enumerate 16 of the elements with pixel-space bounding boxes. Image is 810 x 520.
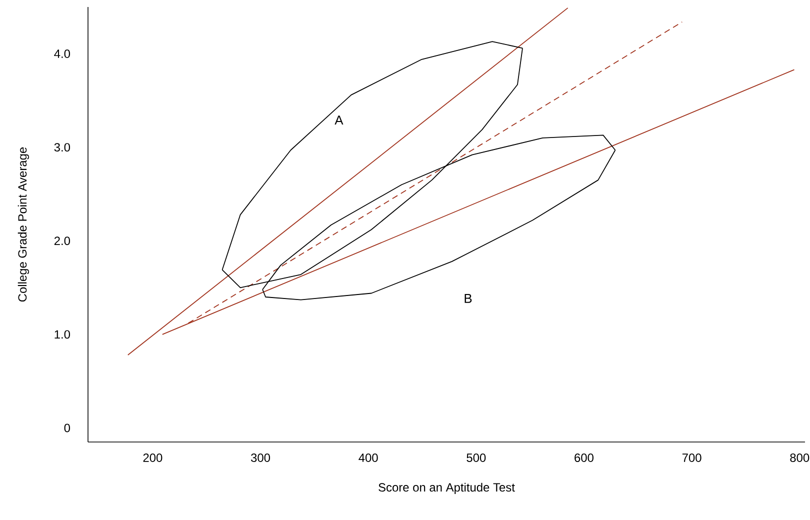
x-tick-label: 600 (574, 454, 594, 462)
y-tick-label: 3.0 (54, 143, 70, 152)
x-tick-label: 700 (682, 454, 702, 462)
y-axis-title: College Grade Point Average (18, 147, 30, 302)
x-axis-title: Score on an Aptitude Test (378, 482, 515, 494)
x-tick-label: 800 (790, 454, 810, 462)
y-tick-label: 1.0 (54, 330, 70, 339)
x-tick-label: 300 (250, 454, 270, 462)
y-tick-label: 4.0 (54, 50, 70, 58)
x-tick-label: 200 (143, 454, 162, 462)
y-tick-label: 2.0 (54, 236, 70, 246)
annotation: B (464, 294, 472, 303)
annotation: A (334, 116, 344, 125)
x-tick-label: 400 (358, 454, 378, 462)
y-tick-label: 0 (64, 424, 70, 432)
x-tick-label: 500 (466, 454, 486, 462)
